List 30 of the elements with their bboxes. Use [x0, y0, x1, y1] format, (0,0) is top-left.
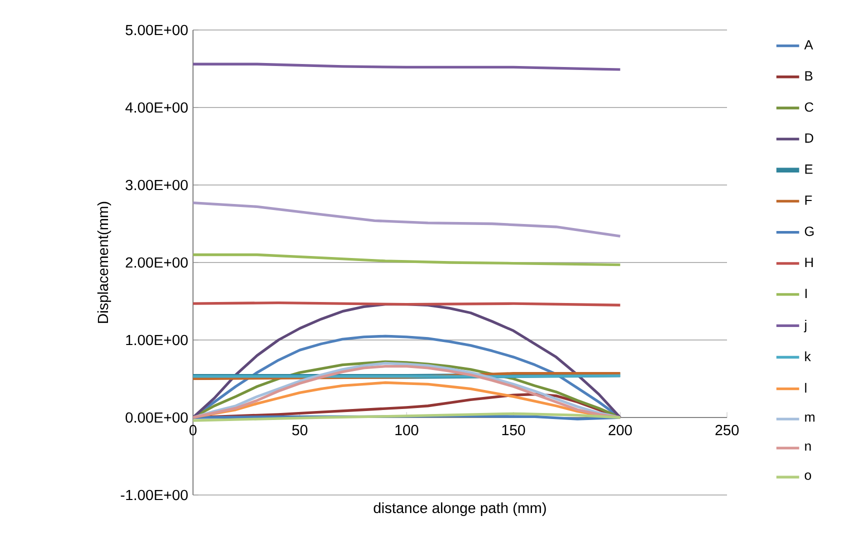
legend-label: k	[805, 351, 811, 362]
x-tick-label: 200	[608, 424, 632, 436]
legend-label: A	[804, 40, 814, 50]
y-tick-label: 5.00E+00	[126, 24, 188, 36]
x-tick-label: 100	[395, 424, 418, 436]
x-tick-label: 50	[292, 424, 308, 436]
legend-label: F	[805, 196, 812, 205]
legend-label: m	[805, 414, 814, 422]
x-tick-label: 250	[716, 424, 739, 436]
legend-label: B	[805, 71, 812, 80]
y-tick-label: 0.00E+00	[126, 412, 188, 423]
legend-label: o	[804, 472, 812, 480]
y-tick-label: 3.00E+00	[126, 180, 188, 190]
y-tick-label: -1.00E+00	[120, 490, 188, 500]
legend-label: j	[804, 320, 806, 332]
legend-label: C	[804, 102, 814, 112]
y-tick-label: 1.00E+00	[126, 334, 188, 346]
x-tick-label: 0	[189, 424, 196, 436]
x-axis-title: distance alonge path (mm)	[374, 502, 546, 516]
legend-label: l	[805, 382, 806, 393]
legend-label: I	[805, 288, 807, 298]
legend-label: n	[805, 444, 811, 451]
y-tick-label: 2.00E+00	[126, 257, 188, 268]
y-axis-title: Displacement(mm)	[97, 202, 112, 323]
legend-label: E	[805, 164, 813, 174]
y-tick-label: 4.00E+00	[125, 102, 188, 113]
x-tick-label: 150	[502, 424, 526, 436]
legend-label: G	[804, 226, 814, 236]
legend-label: H	[805, 258, 813, 267]
legend-label: D	[805, 134, 814, 143]
